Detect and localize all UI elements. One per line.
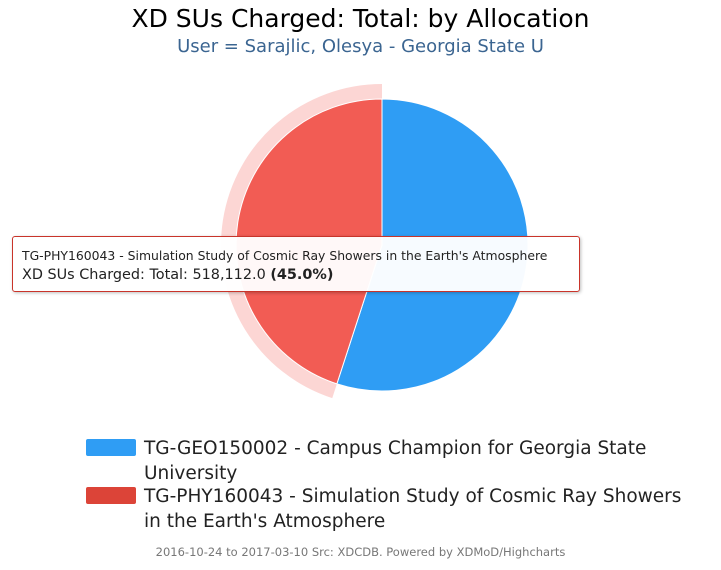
legend-item-geo150002[interactable]: TG-GEO150002 - Campus Champion for Georg… <box>86 436 706 486</box>
credits[interactable]: 2016-10-24 to 2017-03-10 Src: XDCDB. Pow… <box>155 545 566 559</box>
tooltip: TG-PHY160043 - Simulation Study of Cosmi… <box>12 236 580 292</box>
legend-swatch <box>86 487 136 504</box>
chart-title: XD SUs Charged: Total: by Allocation <box>131 4 590 33</box>
tooltip-series-label: XD SUs Charged: Total: <box>22 267 193 283</box>
legend-swatch <box>86 439 136 456</box>
legend-label: TG-GEO150002 - Campus Champion for Georg… <box>144 438 647 484</box>
tooltip-value: XD SUs Charged: Total: 518,112.0 (45.0%) <box>22 266 579 285</box>
chart-subtitle: User = Sarajlic, Olesya - Georgia State … <box>177 36 544 57</box>
legend-label: TG-PHY160043 - Simulation Study of Cosmi… <box>144 486 682 532</box>
legend-item-phy160043[interactable]: TG-PHY160043 - Simulation Study of Cosmi… <box>86 484 706 534</box>
tooltip-title: TG-PHY160043 - Simulation Study of Cosmi… <box>22 248 548 263</box>
tooltip-value-number: 518,112.0 <box>192 267 266 283</box>
tooltip-percent: (45.0%) <box>270 267 334 283</box>
